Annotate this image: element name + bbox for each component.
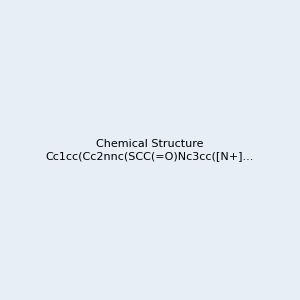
Text: Chemical Structure
Cc1cc(Cc2nnc(SCC(=O)Nc3cc([N+]...: Chemical Structure Cc1cc(Cc2nnc(SCC(=O)N… xyxy=(46,139,254,161)
